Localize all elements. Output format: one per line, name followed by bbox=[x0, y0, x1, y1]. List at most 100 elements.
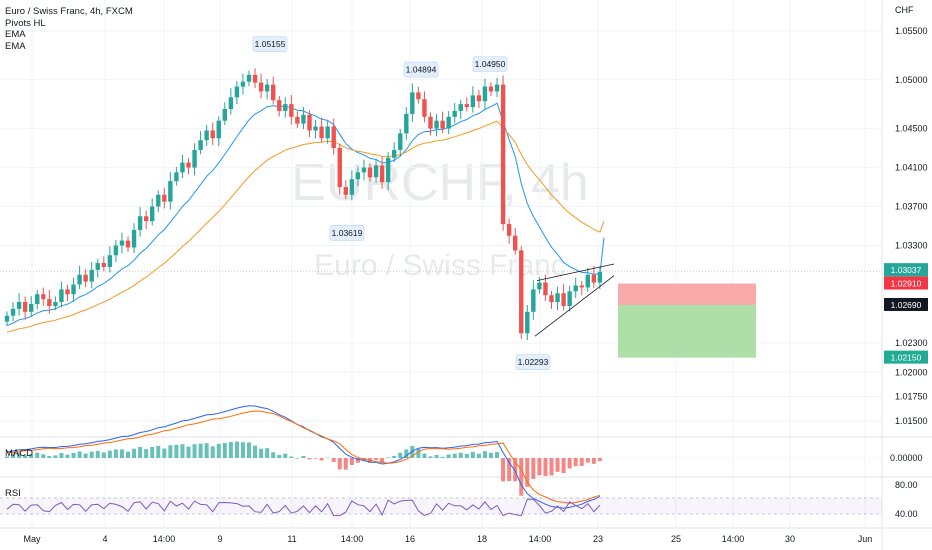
candle-body bbox=[240, 81, 246, 87]
macd-histogram-bar bbox=[295, 457, 300, 459]
macd-label[interactable]: MACD bbox=[5, 448, 33, 459]
legend-indicator-ema-1[interactable]: EMA bbox=[5, 29, 26, 40]
macd-histogram-bar bbox=[47, 456, 52, 458]
x-tick-label: 16 bbox=[405, 534, 415, 544]
x-tick-label: 14:00 bbox=[341, 534, 364, 544]
pivot-label-low: 1.03619 bbox=[332, 228, 363, 238]
wedge-trendlines[interactable] bbox=[534, 263, 615, 337]
rsi-label[interactable]: RSI bbox=[5, 488, 21, 499]
macd-histogram-bar bbox=[519, 458, 524, 496]
pivot-label-box bbox=[403, 61, 439, 78]
macd-histogram-bar bbox=[126, 451, 130, 458]
price-badge-bg bbox=[884, 276, 928, 290]
candle-body bbox=[283, 104, 288, 111]
candle-body bbox=[313, 126, 318, 131]
candle-body bbox=[494, 84, 500, 92]
x-tick-label: 14:00 bbox=[722, 534, 745, 544]
candle-body bbox=[343, 187, 348, 195]
macd-histogram-bar bbox=[132, 448, 137, 458]
legend-indicator-ema-2[interactable]: EMA bbox=[5, 40, 26, 52]
candle-body bbox=[77, 274, 82, 285]
macd-histogram-bar bbox=[53, 455, 58, 458]
candle-body bbox=[252, 74, 258, 83]
macd-histogram-bar bbox=[65, 454, 70, 458]
candle-body bbox=[325, 126, 330, 139]
macd-histogram-bar bbox=[416, 448, 421, 458]
macd-histogram-bar bbox=[107, 450, 112, 458]
macd-histogram-bar bbox=[392, 455, 397, 458]
ema-fast-line bbox=[6, 102, 605, 327]
macd-histogram-bar bbox=[525, 458, 530, 487]
candle-body bbox=[367, 167, 373, 178]
macd-histogram-bar bbox=[567, 458, 572, 469]
candle-body bbox=[210, 130, 215, 139]
candle-body bbox=[349, 179, 355, 195]
macd-histogram-bar bbox=[319, 458, 324, 461]
candle-body bbox=[464, 104, 469, 108]
macd-histogram-bar bbox=[83, 453, 88, 458]
pivot-label-box bbox=[252, 36, 288, 52]
y-tick-label: 1.05500 bbox=[895, 26, 928, 36]
macd-histogram-bar bbox=[531, 458, 536, 479]
x-tick-label: 14:00 bbox=[529, 534, 552, 544]
legend-title[interactable]: Euro / Swiss Franc, 4h, FXCM bbox=[5, 6, 133, 17]
candle-body bbox=[500, 84, 506, 225]
candle-body bbox=[307, 114, 312, 131]
macd-histogram-bar bbox=[597, 458, 602, 462]
candle-body bbox=[416, 92, 421, 100]
candle-body bbox=[10, 308, 16, 316]
candle-body bbox=[434, 120, 439, 129]
y-tick-label: 1.04100 bbox=[895, 163, 928, 173]
candle-body bbox=[301, 114, 306, 124]
candle-body bbox=[573, 285, 578, 292]
x-tick-label: May bbox=[23, 534, 41, 544]
macd-histogram-bar bbox=[210, 446, 215, 458]
macd-pane[interactable]: 0.00000 bbox=[0, 405, 923, 509]
currency-label: CHF bbox=[895, 5, 914, 15]
candle-body bbox=[174, 172, 179, 182]
candle-body bbox=[137, 216, 143, 230]
macd-histogram-bar bbox=[247, 442, 251, 458]
candle-body bbox=[355, 172, 361, 180]
macd-histogram-bar bbox=[579, 458, 584, 466]
macd-histogram-bar bbox=[59, 453, 64, 458]
price-axis[interactable]: 1.05500 1.05000 1.04500 1.04100 1.03700 1.033… bbox=[895, 26, 928, 426]
rsi-pane[interactable]: 80.00 40.00 bbox=[0, 480, 918, 519]
macd-histogram-bar bbox=[452, 453, 457, 458]
macd-histogram-bar bbox=[204, 443, 209, 458]
price-badge-bg bbox=[884, 263, 928, 277]
candle-body bbox=[379, 165, 385, 183]
macd-histogram-bar bbox=[410, 446, 415, 458]
price-badge-bg bbox=[884, 297, 928, 311]
candle-body bbox=[222, 109, 227, 121]
candle-body bbox=[216, 120, 221, 139]
candle-body bbox=[597, 271, 603, 283]
candle-body bbox=[422, 99, 427, 117]
candle-body bbox=[204, 130, 209, 141]
macd-histogram-bar bbox=[216, 443, 221, 458]
pivot-label-high: 1.04894 bbox=[406, 65, 437, 75]
candle-body bbox=[35, 294, 40, 304]
candlestick-series[interactable] bbox=[4, 68, 603, 340]
candle-body bbox=[162, 194, 167, 202]
macd-histogram-bar bbox=[138, 446, 143, 458]
position-zones[interactable] bbox=[618, 283, 756, 358]
legend-indicator-pivots[interactable]: Pivots HL bbox=[5, 17, 46, 29]
x-tick-label: 9 bbox=[217, 534, 222, 544]
macd-histogram-bar bbox=[398, 452, 403, 458]
macd-histogram-bar bbox=[168, 445, 173, 458]
macd-histogram-bar bbox=[307, 458, 312, 460]
candle-body bbox=[488, 86, 494, 92]
candle-body bbox=[119, 240, 125, 246]
time-axis[interactable]: May 4 14:00 9 11 14:00 16 18 14:00 23 25 14:00 30 Jun bbox=[23, 534, 872, 544]
candle-body bbox=[59, 289, 64, 303]
y-tick-label: 1.05000 bbox=[895, 75, 928, 85]
macd-histogram-bar bbox=[89, 451, 94, 458]
candle-body bbox=[228, 97, 234, 109]
rsi-upper-label: 80.00 bbox=[895, 480, 918, 490]
macd-histogram-bar bbox=[549, 458, 554, 476]
macd-histogram-bar bbox=[337, 458, 342, 470]
candle-body bbox=[549, 295, 554, 303]
